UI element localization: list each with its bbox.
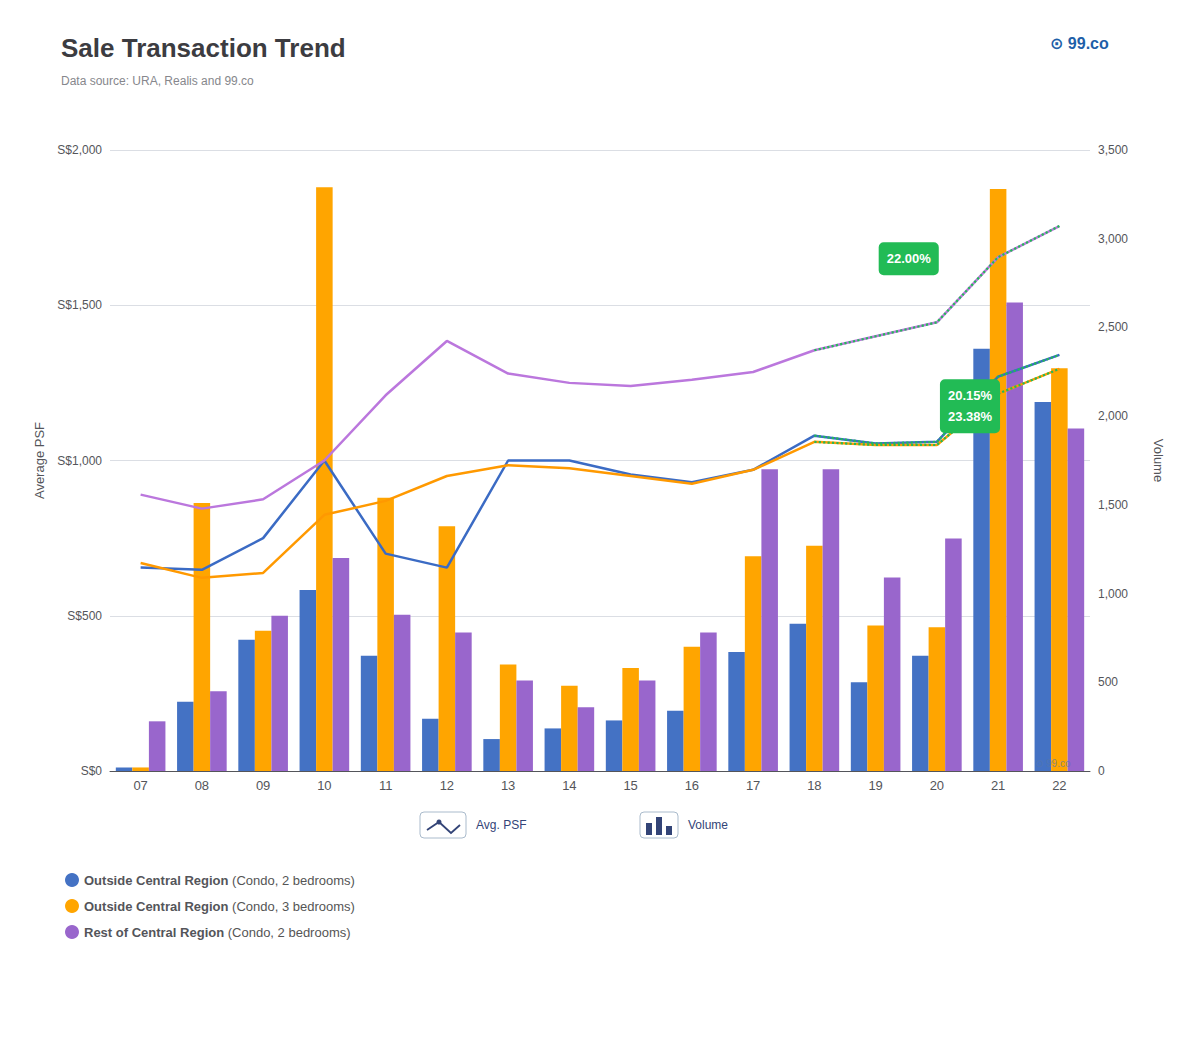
svg-text:15: 15 <box>623 778 637 793</box>
svg-text:07: 07 <box>133 778 147 793</box>
svg-text:1,000: 1,000 <box>1098 587 1128 601</box>
svg-text:Volume: Volume <box>688 818 728 832</box>
svg-text:18: 18 <box>807 778 821 793</box>
svg-text:12: 12 <box>440 778 454 793</box>
svg-text:(Condo, 2 bedrooms): (Condo, 2 bedrooms) <box>228 873 354 888</box>
svg-text:14: 14 <box>562 778 576 793</box>
svg-text:2,500: 2,500 <box>1098 320 1128 334</box>
svg-text:S$2,000: S$2,000 <box>57 143 102 157</box>
svg-text:20: 20 <box>930 778 944 793</box>
svg-text:16: 16 <box>685 778 699 793</box>
svg-text:Outside Central Region: Outside Central Region <box>84 873 229 888</box>
svg-text:22: 22 <box>1052 778 1066 793</box>
svg-text:3,500: 3,500 <box>1098 143 1128 157</box>
svg-text:S$500: S$500 <box>67 609 102 623</box>
svg-text:(Condo, 2 bedrooms): (Condo, 2 bedrooms) <box>224 925 350 940</box>
svg-text:S$1,000: S$1,000 <box>57 454 102 468</box>
svg-text:10: 10 <box>317 778 331 793</box>
svg-text:19: 19 <box>868 778 882 793</box>
svg-text:20.15%: 20.15% <box>948 388 993 403</box>
svg-text:09: 09 <box>256 778 270 793</box>
svg-text:23.38%: 23.38% <box>948 409 993 424</box>
svg-text:Data source: URA, Realis and 9: Data source: URA, Realis and 99.co <box>61 74 254 88</box>
svg-text:S$0: S$0 <box>81 764 103 778</box>
svg-text:Avg. PSF: Avg. PSF <box>476 818 526 832</box>
svg-text:Average PSF: Average PSF <box>32 422 47 499</box>
svg-text:(Condo, 3 bedrooms): (Condo, 3 bedrooms) <box>228 899 354 914</box>
svg-text:⊙ 99.co: ⊙ 99.co <box>1035 758 1071 769</box>
svg-text:1,500: 1,500 <box>1098 498 1128 512</box>
svg-text:17: 17 <box>746 778 760 793</box>
svg-text:3,000: 3,000 <box>1098 232 1128 246</box>
svg-text:Rest of Central Region: Rest of Central Region <box>84 925 224 940</box>
svg-text:08: 08 <box>195 778 209 793</box>
svg-text:Volume: Volume <box>1151 439 1166 482</box>
svg-text:500: 500 <box>1098 675 1118 689</box>
svg-text:S$1,500: S$1,500 <box>57 298 102 312</box>
svg-text:13: 13 <box>501 778 515 793</box>
svg-text:11: 11 <box>379 778 393 793</box>
svg-text:22.00%: 22.00% <box>887 251 932 266</box>
svg-text:0: 0 <box>1098 764 1105 778</box>
svg-text:21: 21 <box>991 778 1005 793</box>
svg-text:⊙ 99.co: ⊙ 99.co <box>1050 35 1109 52</box>
svg-text:Outside Central Region: Outside Central Region <box>84 899 229 914</box>
svg-text:2,000: 2,000 <box>1098 409 1128 423</box>
svg-text:Sale Transaction Trend: Sale Transaction Trend <box>61 33 346 63</box>
